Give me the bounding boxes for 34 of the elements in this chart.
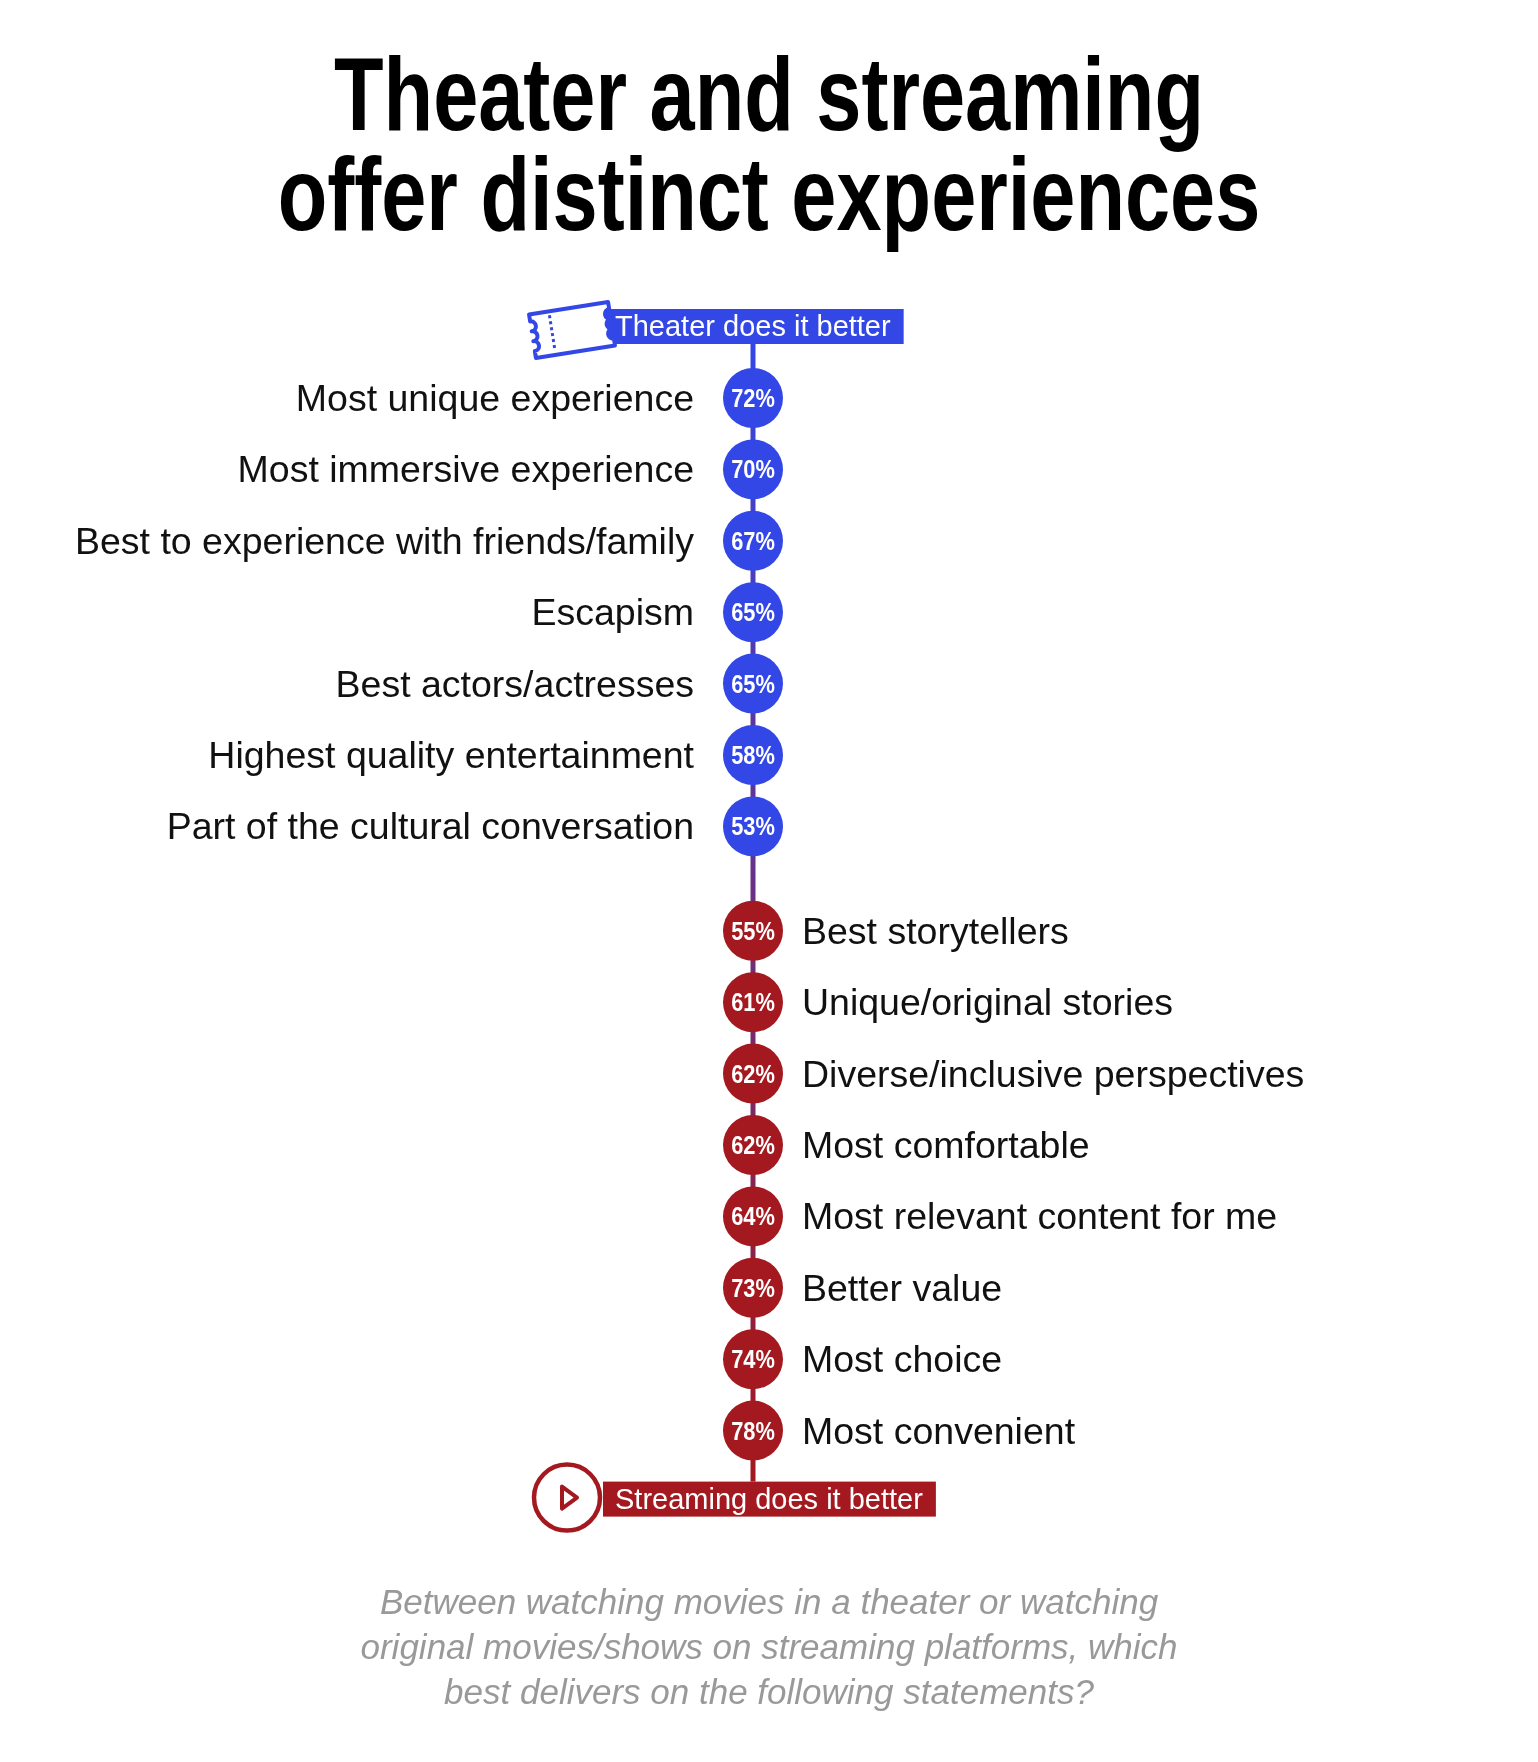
- category-label: Part of the cultural conversation: [166, 805, 694, 848]
- data-label: 65%: [731, 668, 775, 699]
- data-label: 67%: [731, 525, 775, 556]
- category-label: Best storytellers: [802, 909, 1069, 952]
- data-label: 65%: [731, 597, 775, 627]
- category-label: Escapism: [531, 591, 694, 634]
- legend-label: Theater does it better: [615, 310, 891, 342]
- data-label: 73%: [731, 1272, 775, 1303]
- category-label: Unique/original stories: [802, 981, 1174, 1024]
- data-label: 78%: [731, 1415, 775, 1446]
- data-label: 61%: [731, 987, 775, 1017]
- category-label: Most comfortable: [802, 1124, 1090, 1166]
- text: Between watching movies in a theater or watching original movies/shows on streaming platforms, which best delivers on the following statements?: [360, 1582, 1178, 1711]
- data-label: 64%: [731, 1201, 775, 1231]
- legend-label: Streaming does it better: [615, 1482, 924, 1515]
- data-label: 58%: [731, 740, 775, 770]
- data-label: 74%: [731, 1344, 775, 1374]
- category-label: Most unique experience: [295, 377, 694, 419]
- category-label: Best to experience with friends/family: [74, 519, 695, 562]
- category-label: Most immersive experience: [237, 448, 694, 491]
- text: Theater and streaming offer distinct experiences: [277, 36, 1261, 253]
- category-label: Best actors/actresses: [335, 662, 694, 705]
- data-label: 55%: [731, 915, 775, 946]
- category-label: Most relevant content for me: [802, 1195, 1278, 1238]
- data-label: 62%: [731, 1130, 775, 1160]
- data-label: 53%: [731, 811, 775, 841]
- category-label: Diverse/inclusive perspectives: [802, 1052, 1305, 1095]
- data-label: 72%: [731, 383, 775, 413]
- category-label: Most convenient: [802, 1409, 1076, 1452]
- data-label: 62%: [731, 1058, 775, 1089]
- data-label: 70%: [731, 454, 775, 484]
- category-label: Highest quality entertainment: [208, 734, 695, 776]
- category-label: Better value: [802, 1266, 1003, 1309]
- category-label: Most choice: [802, 1338, 1003, 1381]
